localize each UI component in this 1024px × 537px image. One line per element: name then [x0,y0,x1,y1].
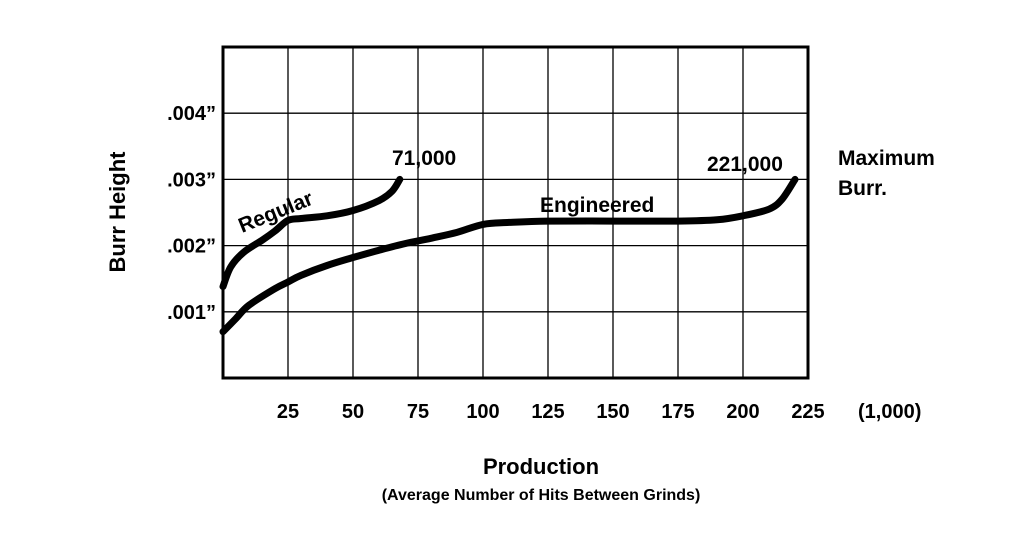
x-tick-label-25: 25 [277,401,299,423]
series-lines [219,175,799,336]
x-tick-label-200: 200 [726,401,759,423]
series-line-regular [219,175,404,291]
series-line-engineered [219,175,799,336]
x-axis-subtitle: (Average Number of Hits Between Grinds) [382,487,701,504]
series-label-engineered: Engineered [540,194,654,217]
x-tick-label-150: 150 [596,401,629,423]
plot-frame [221,45,810,380]
maximum-burr-label-line1: Maximum [838,147,935,170]
x-tick-label-225: 225 [791,401,824,423]
y-tick-label-3: .004” [167,103,216,125]
y-tick-label-0: .001” [167,302,216,324]
annotation-71000: 71,000 [392,147,456,170]
annotation-221000: 221,000 [707,153,783,176]
x-tick-label-175: 175 [661,401,694,423]
x-unit-label: (1,000) [858,401,921,423]
tick-labels: 25 50 75 100 125 150 175 200 225 .001” .002” .003”.… [167,103,825,423]
x-tick-label-75: 75 [407,401,429,423]
y-tick-label-2: .003” [167,169,216,191]
y-tick-label-1: .002” [167,236,216,258]
grid [223,47,808,378]
x-axis-title: Production [483,454,599,479]
y-axis-title: Burr Height [105,151,130,273]
x-tick-label-125: 125 [531,401,564,423]
x-tick-label-100: 100 [466,401,499,423]
maximum-burr-label-line2: Burr. [838,177,887,200]
x-tick-label-50: 50 [342,401,364,423]
